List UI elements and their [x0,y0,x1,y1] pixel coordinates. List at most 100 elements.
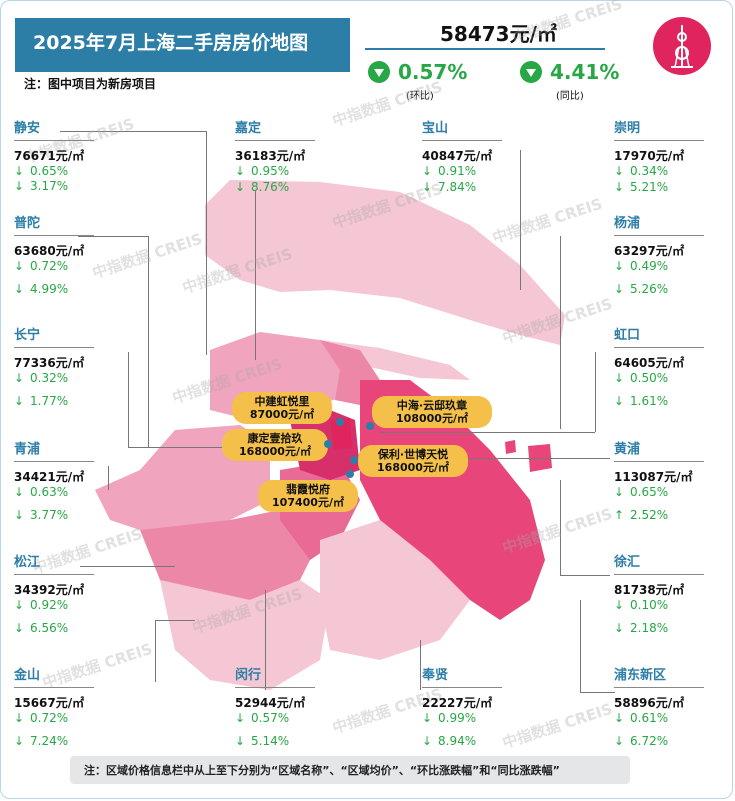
district-yoy-value: 6.72% [630,734,669,748]
down-arrow-icon: ↓ [422,164,433,178]
down-arrow-icon: ↓ [14,164,25,178]
district-yoy: ↑ 2.52% [614,508,714,523]
down-arrow-icon: ↓ [614,164,625,178]
district-price: 58896元/㎡ [614,696,685,710]
district-info-pudong: 浦东新区 58896元/㎡ ↓ 0.61% ↓ 6.72% [614,668,714,749]
district-name: 徐汇 [614,555,641,570]
name-underline [614,235,704,236]
leader-line [265,590,266,690]
district-mom: ↓ 0.91% [422,164,522,179]
district-yoy: ↓ 6.72% [614,734,714,749]
mom-change: 0.57% [368,60,467,84]
district-info-putuo: 普陀 63680元/㎡ ↓ 0.72% ↓ 4.99% [14,216,114,297]
leader-line [108,466,109,490]
district-mom-value: 0.10% [630,598,669,612]
project-label: 中建虹悦里 87000元/㎡ [232,392,332,424]
leader-line [206,131,207,355]
leader-line [560,236,561,429]
district-mom: ↓ 0.32% [14,371,114,386]
down-arrow-icon: ↓ [614,711,625,725]
avg-price: 58473元/㎡ [440,22,557,46]
island-small [505,440,516,454]
district-price: 40847元/㎡ [422,149,493,163]
huangpu-region [330,418,352,450]
district-yoy: ↓ 6.56% [14,621,114,636]
leader-line [450,458,610,459]
down-arrow-icon: ↓ [14,259,25,273]
down-arrow-icon: ↓ [14,485,25,499]
leader-line [420,640,421,690]
title-note: 注：图中项目为新房项目 [24,77,157,91]
down-arrow-icon: ↓ [614,394,625,408]
district-info-hongkou: 虹口 64605元/㎡ ↓ 0.50% ↓ 1.61% [614,328,714,409]
district-yoy: ↓ 8.76% [235,180,335,195]
down-arrow-icon: ↓ [614,282,625,296]
project-name: 翡霞悦府 [286,483,330,496]
name-underline [235,140,315,141]
name-underline [14,140,94,141]
district-yoy-value: 1.61% [630,394,669,408]
district-mom-value: 0.49% [630,259,669,273]
district-mom-value: 0.72% [30,711,69,725]
district-mom-value: 0.95% [251,164,290,178]
district-yoy-value: 3.17% [30,179,69,193]
down-arrow-icon: ↓ [614,259,625,273]
district-mom-value: 0.57% [251,711,290,725]
district-name: 宝山 [422,121,449,136]
down-arrow-icon: ↓ [14,282,25,296]
project-name: 保利·世博天悦 [377,448,449,461]
district-mom-value: 0.34% [630,164,669,178]
down-arrow-icon: ↓ [235,164,246,178]
leader-line [255,190,256,360]
name-underline [14,461,94,462]
district-yoy-value: 8.76% [251,180,290,194]
title-banner: 2025年7月上海二手房房价地图 [15,18,350,72]
project-price: 87000元/㎡ [249,408,315,421]
district-price: 63297元/㎡ [614,244,685,258]
down-arrow-icon: ↓ [235,180,246,194]
district-name: 松江 [14,555,41,570]
leader-line [78,236,148,237]
project-marker [336,418,344,426]
district-mom-value: 0.61% [630,711,669,725]
project-price: 108000元/㎡ [396,412,468,425]
district-info-jiading: 嘉定 36183元/㎡ ↓ 0.95% ↓ 8.76% [235,121,335,195]
chongming-region [205,180,565,345]
district-yoy: ↓ 8.94% [422,734,522,749]
mom-value: 0.57% [398,60,468,84]
leader-line [128,447,296,448]
oriental-pearl-tower-icon [653,17,711,75]
district-price: 36183元/㎡ [235,149,306,163]
district-yoy-value: 2.52% [630,508,669,522]
district-name: 青浦 [14,442,41,457]
project-name: 中建虹悦里 [254,395,310,408]
down-arrow-icon: ↓ [422,734,433,748]
leader-line [520,150,521,290]
down-arrow-icon: ↓ [235,711,246,725]
district-info-xuhui: 徐汇 81738元/㎡ ↓ 0.10% ↓ 2.18% [614,555,714,636]
footnote-box: 注：区域价格信息栏中从上至下分别为“区域名称”、“区域均价”、“环比涨跌幅”和“… [70,756,630,784]
district-mom: ↓ 0.65% [614,485,714,500]
district-yoy: ↓ 7.84% [422,180,522,195]
district-yoy-value: 7.84% [438,180,477,194]
district-info-huangpu: 黄浦 113087元/㎡ ↓ 0.65% ↑ 2.52% [614,442,714,523]
district-name: 长宁 [14,328,41,343]
name-underline [422,140,502,141]
project-price: 168000元/㎡ [377,461,449,474]
district-mom-value: 0.91% [438,164,477,178]
down-arrow-icon: ↓ [422,711,433,725]
district-mom: ↓ 0.10% [614,598,714,613]
yoy-label: (同比) [556,91,584,102]
name-underline [614,461,704,462]
leader-line [595,352,596,432]
district-mom: ↓ 0.95% [235,164,335,179]
district-price: 113087元/㎡ [614,470,693,484]
leader-line [560,575,610,576]
down-triangle-icon [520,61,542,83]
down-arrow-icon: ↓ [14,508,25,522]
district-info-fengxian: 奉贤 22227元/㎡ ↓ 0.99% ↓ 8.94% [422,668,522,749]
leader-line [148,236,149,448]
district-price: 81738元/㎡ [614,583,685,597]
district-price: 22227元/㎡ [422,696,493,710]
project-marker [346,470,354,478]
